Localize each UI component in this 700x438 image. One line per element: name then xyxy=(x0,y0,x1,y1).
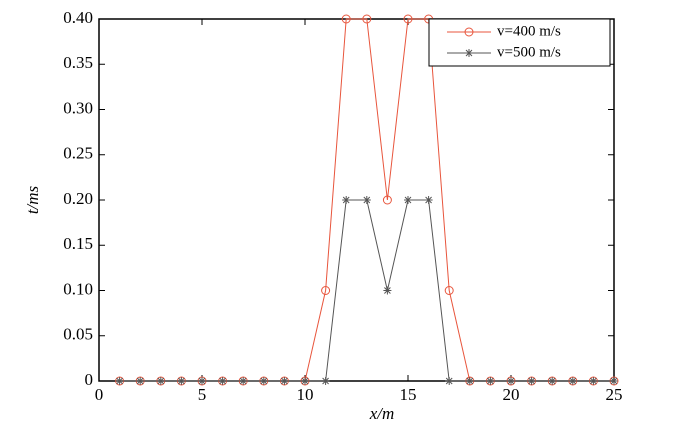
marker xyxy=(383,286,392,295)
marker xyxy=(136,377,145,385)
marker xyxy=(589,377,598,385)
marker xyxy=(465,49,473,57)
y-tick-label: 0.40 xyxy=(63,8,93,27)
y-axis-label: t/ms xyxy=(23,185,42,214)
marker xyxy=(218,377,227,385)
marker xyxy=(362,196,371,204)
marker xyxy=(404,196,412,204)
marker xyxy=(548,377,557,385)
legend-marker xyxy=(464,27,474,37)
y-tick-label: 0.20 xyxy=(63,189,93,208)
marker xyxy=(301,377,309,385)
x-tick-label: 20 xyxy=(503,385,520,404)
marker xyxy=(568,377,577,385)
x-axis-label: x/m xyxy=(369,404,395,423)
marker xyxy=(115,377,124,385)
marker xyxy=(321,377,330,385)
marker xyxy=(362,14,372,24)
legend-marker xyxy=(465,49,473,57)
marker xyxy=(464,27,474,37)
y-tick-label: 0.25 xyxy=(63,144,93,163)
marker xyxy=(177,377,186,385)
marker xyxy=(239,377,248,385)
marker xyxy=(424,196,433,204)
x-tick-label: 25 xyxy=(606,385,623,404)
y-tick-label: 0.30 xyxy=(63,98,93,117)
x-tick-label: 5 xyxy=(198,385,207,404)
marker xyxy=(198,377,206,385)
marker xyxy=(610,377,618,385)
marker xyxy=(341,14,351,24)
marker xyxy=(403,14,413,24)
series-line xyxy=(119,199,614,382)
x-tick-label: 0 xyxy=(95,385,104,404)
marker xyxy=(486,377,495,385)
marker xyxy=(444,286,454,295)
y-tick-label: 0.35 xyxy=(63,53,93,72)
marker xyxy=(382,195,392,205)
legend-box xyxy=(428,18,611,67)
marker xyxy=(156,377,165,385)
x-tick-label: 10 xyxy=(297,385,314,404)
marker xyxy=(507,377,515,385)
legend-label: v=400 m/s xyxy=(497,23,561,39)
marker xyxy=(527,377,536,385)
marker xyxy=(259,377,268,385)
y-tick-label: 0 xyxy=(85,370,94,389)
x-tick-label: 15 xyxy=(400,385,417,404)
y-tick-label: 0.05 xyxy=(63,325,93,344)
y-tick-label: 0.10 xyxy=(63,279,93,298)
y-tick-label: 0.15 xyxy=(63,234,93,253)
marker xyxy=(321,286,331,295)
marker xyxy=(445,377,454,385)
marker xyxy=(465,377,474,385)
marker xyxy=(342,196,351,204)
legend-label: v=500 m/s xyxy=(497,44,561,60)
marker xyxy=(280,377,289,385)
